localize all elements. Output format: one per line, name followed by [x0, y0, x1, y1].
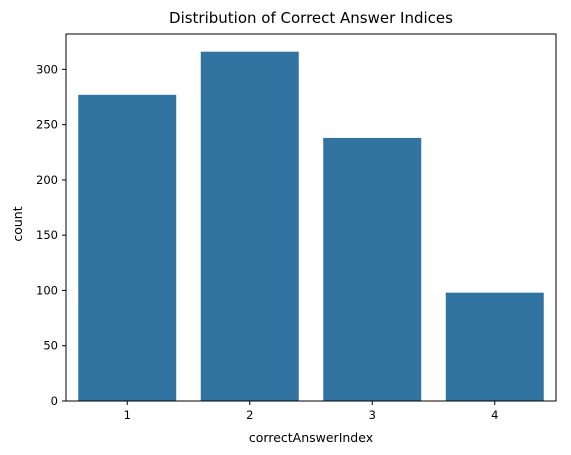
y-axis-ticks: 0 50 100 150 200 250 300	[36, 62, 66, 408]
x-tick-label-2: 2	[246, 408, 253, 422]
x-tick-label-1: 1	[124, 408, 131, 422]
y-tick-label-50: 50	[43, 339, 58, 353]
y-tick-label-250: 250	[36, 118, 58, 132]
y-tick-label-200: 200	[36, 173, 58, 187]
y-axis-label: count	[10, 206, 25, 241]
x-tick-label-4: 4	[491, 408, 498, 422]
y-tick-label-300: 300	[36, 62, 58, 76]
y-tick-label-0: 0	[51, 394, 58, 408]
axes-frame	[65, 33, 557, 402]
x-tick-label-3: 3	[369, 408, 376, 422]
x-axis-ticks: 1 2 3 4	[124, 401, 498, 422]
y-tick-label-150: 150	[36, 228, 58, 242]
chart-title: Distribution of Correct Answer Indices	[169, 9, 453, 27]
x-axis-label: correctAnswerIndex	[249, 430, 373, 445]
bar-3	[323, 137, 422, 401]
bar-2	[200, 51, 299, 402]
bar-4	[445, 292, 544, 401]
y-tick-label-100: 100	[36, 283, 58, 297]
bars-group	[78, 51, 544, 402]
bar-1	[78, 94, 177, 402]
